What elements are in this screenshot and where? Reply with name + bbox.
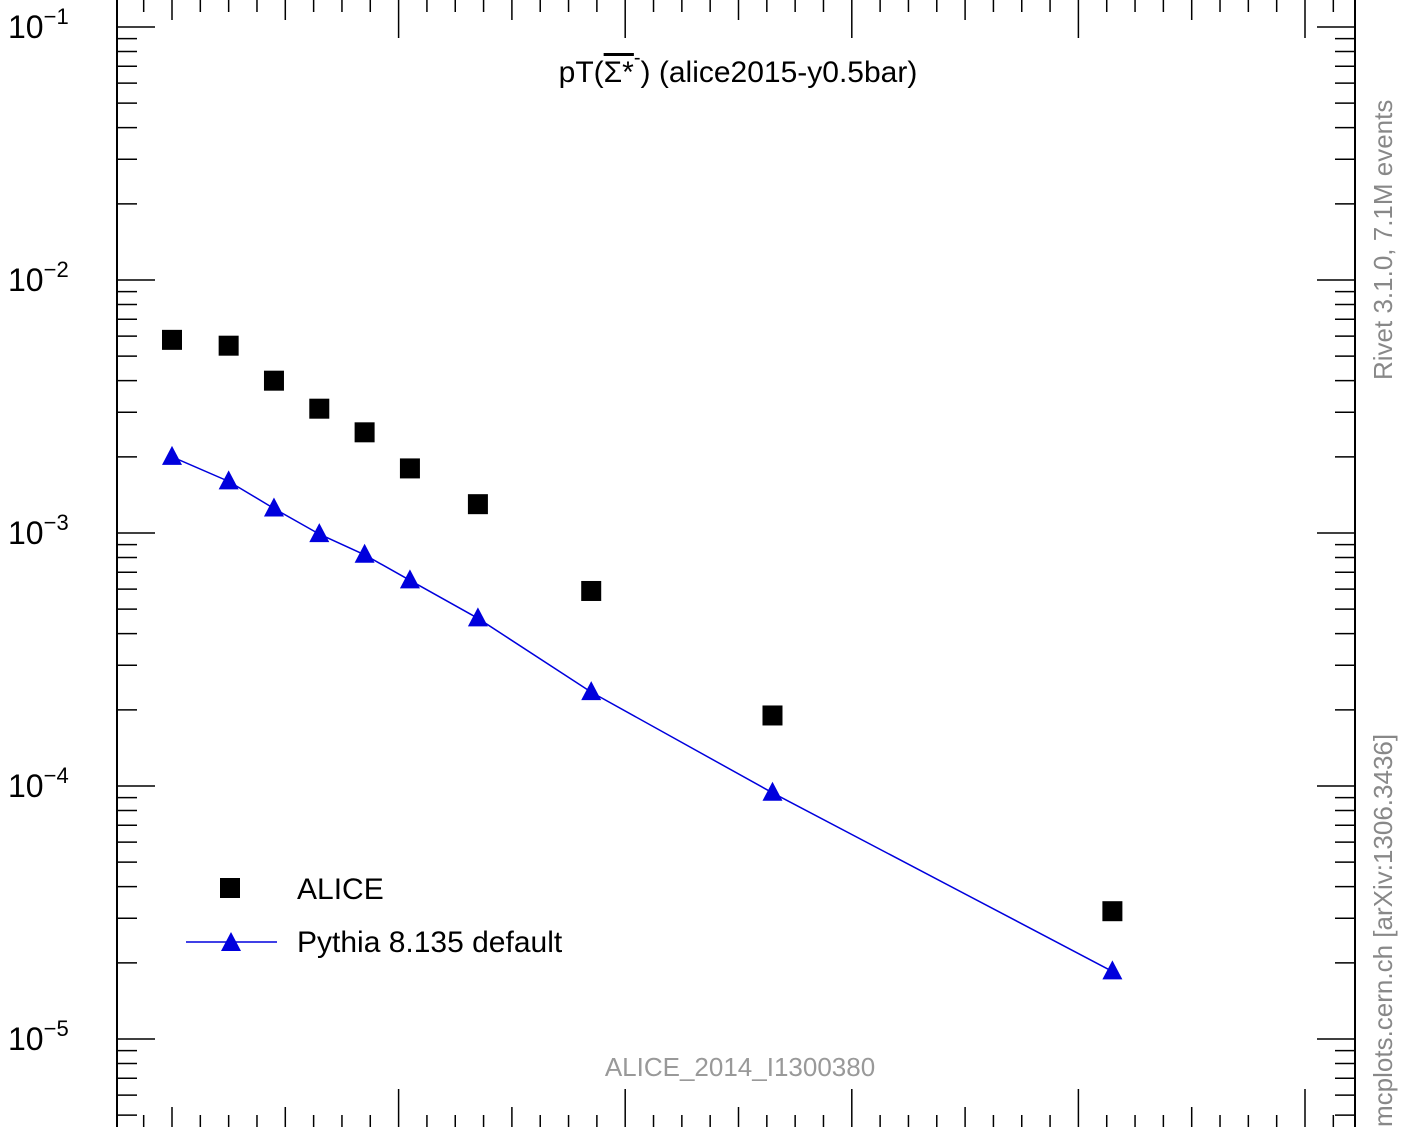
y-tick-label: 10−1 — [8, 4, 69, 45]
data-point-square — [162, 329, 182, 350]
title-particle: Σ* — [604, 56, 635, 89]
data-point-triangle — [762, 781, 783, 801]
y-tick-label: 10−4 — [8, 763, 69, 804]
data-series — [162, 329, 1123, 980]
legend-marker-pythia — [221, 932, 241, 951]
y-tick-label: 10−5 — [8, 1016, 69, 1057]
data-point-triangle — [1102, 960, 1123, 980]
title-charge: - — [634, 47, 641, 69]
chart-title: pT(Σ*-) (alice2015-y0.5bar) — [559, 47, 918, 89]
legend-label-pythia: Pythia 8.135 default — [297, 926, 563, 959]
data-point-square — [263, 370, 284, 391]
data-point-square — [581, 580, 602, 601]
legend-marker-alice — [220, 878, 240, 898]
y-tick-label: 10−3 — [8, 510, 69, 551]
series-alice — [162, 329, 1123, 922]
y-axis-ticks — [117, 26, 1355, 1116]
legend-label-alice: ALICE — [297, 873, 384, 906]
analysis-label: ALICE_2014_I1300380 — [605, 1052, 875, 1082]
x-axis-ticks — [142, 0, 1335, 1127]
side-label-bottom: mcplots.cern.ch [arXiv:1306.3436] — [1368, 734, 1398, 1127]
y-axis-tick-labels: 10−1 10−2 10−3 10−4 10−5 — [8, 4, 69, 1057]
data-point-triangle — [162, 445, 182, 465]
data-point-square — [467, 494, 488, 515]
data-point-square — [399, 458, 420, 479]
data-point-triangle — [309, 523, 330, 543]
data-point-triangle — [467, 607, 488, 627]
data-point-triangle — [263, 497, 284, 517]
side-label-top: Rivet 3.1.0, 7.1M events — [1368, 100, 1398, 380]
data-point-triangle — [218, 470, 239, 490]
data-point-triangle — [399, 569, 420, 589]
data-point-square — [1102, 901, 1123, 922]
data-point-square — [309, 398, 330, 419]
series-pythia — [162, 445, 1123, 980]
data-point-square — [762, 705, 783, 726]
legend: ALICE Pythia 8.135 default — [186, 873, 563, 959]
data-point-triangle — [354, 543, 375, 563]
y-tick-label: 10−2 — [8, 257, 69, 298]
data-point-triangle — [581, 681, 602, 701]
series-line — [171, 456, 1113, 973]
data-point-square — [354, 422, 375, 443]
data-point-square — [218, 335, 239, 356]
